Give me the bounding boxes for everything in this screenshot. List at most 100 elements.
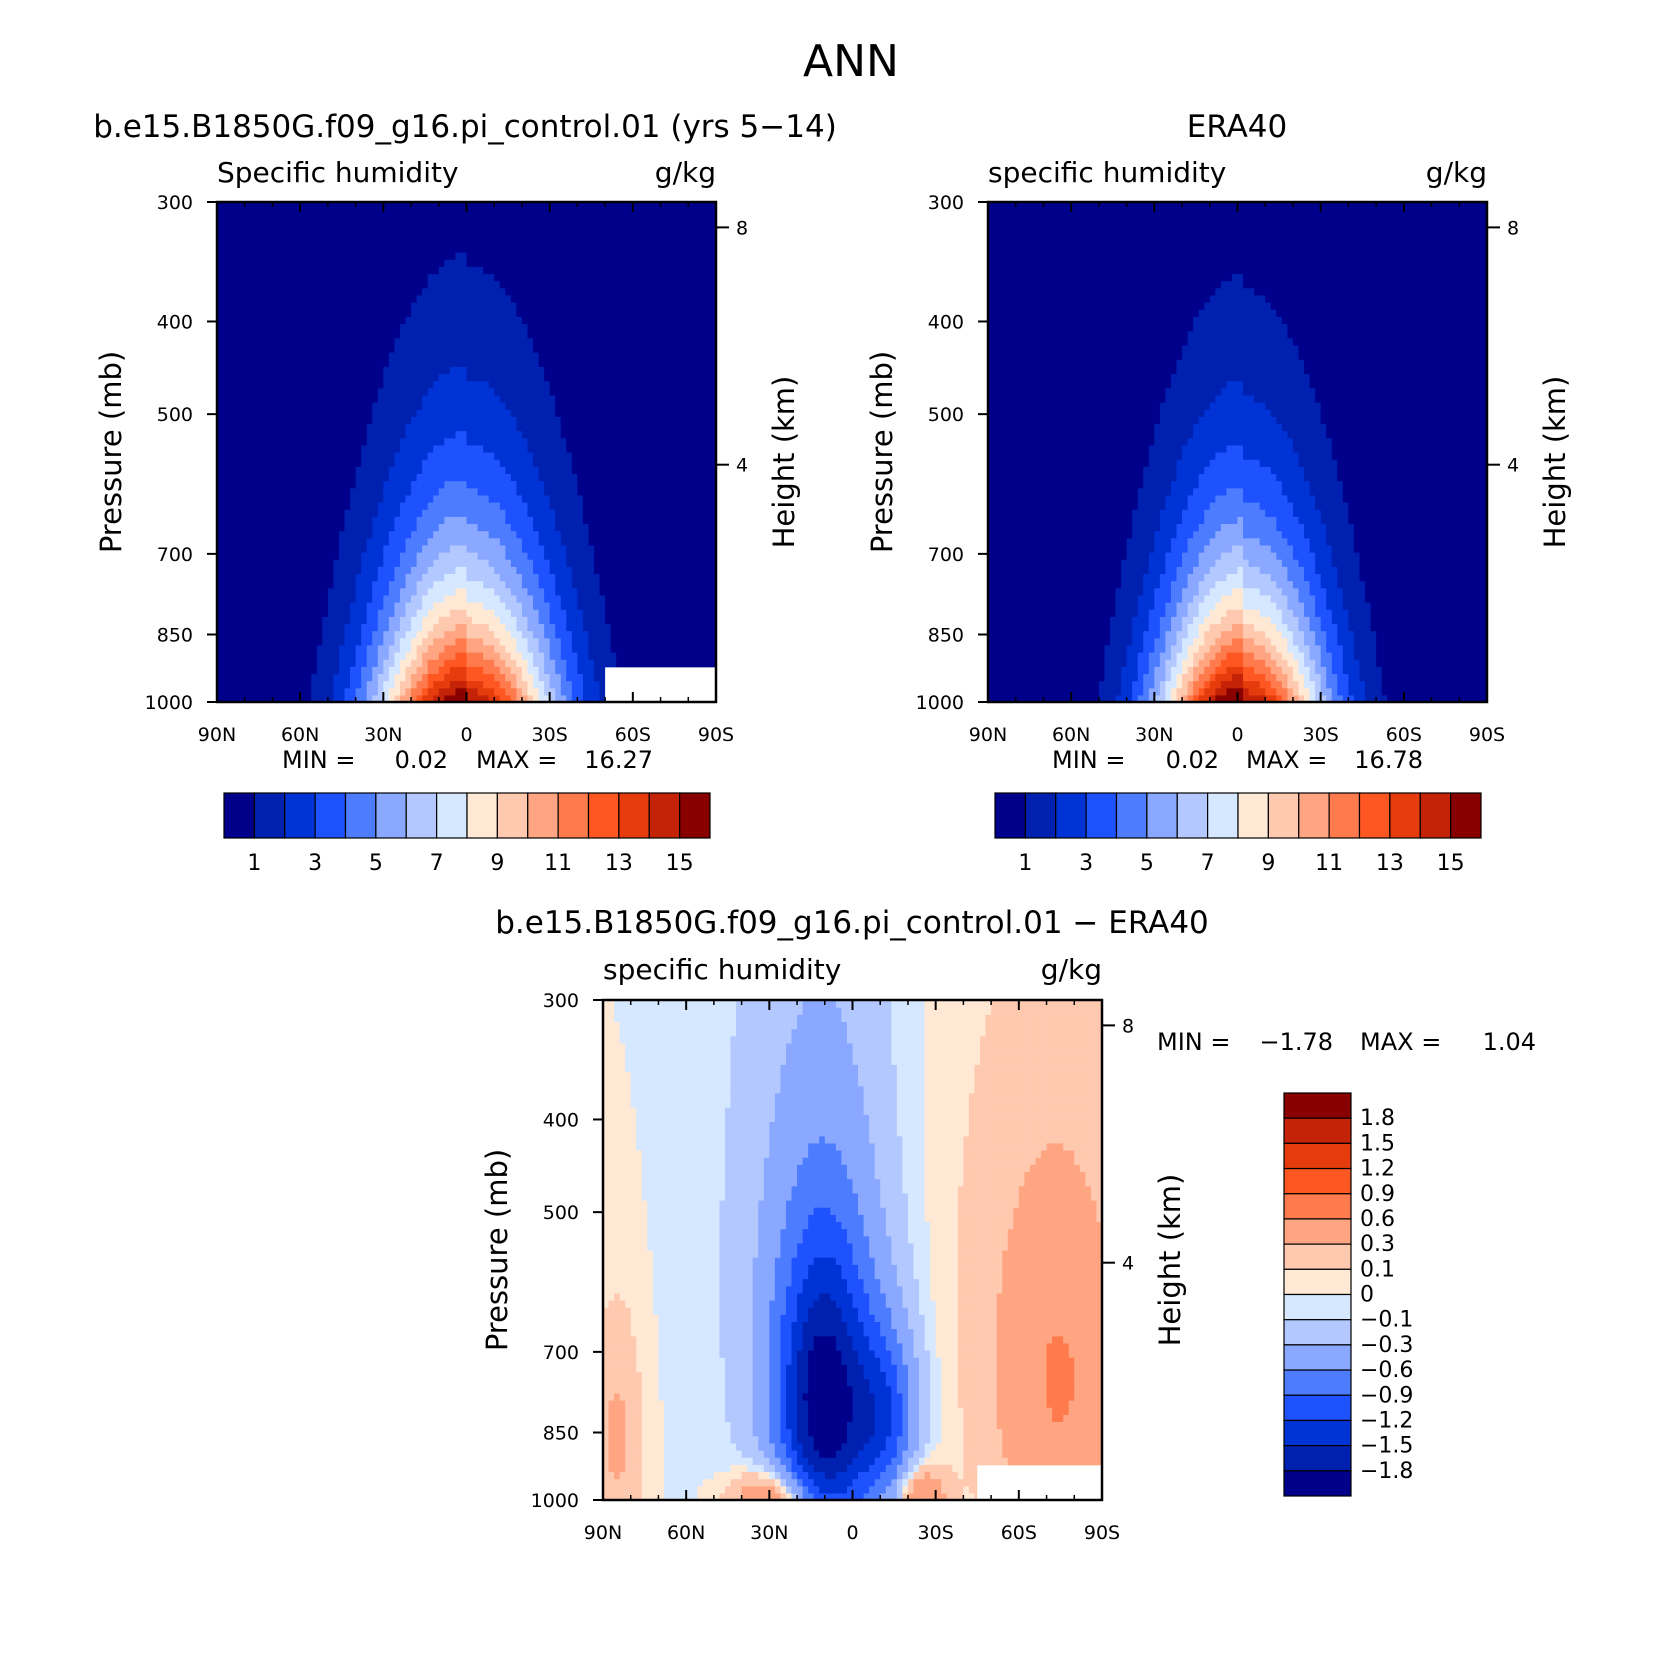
contour-cell: [267, 502, 273, 510]
contour-cell: [705, 323, 711, 331]
contour-cell: [655, 395, 661, 403]
contour-cell: [494, 609, 500, 617]
contour-cell: [494, 445, 500, 453]
contour-cell: [505, 681, 511, 689]
contour-cell: [284, 623, 290, 631]
contour-cell: [561, 459, 567, 467]
contour-cell: [622, 473, 628, 481]
contour-cell: [600, 445, 606, 453]
contour-cell: [483, 338, 489, 346]
contour-cell: [489, 495, 495, 503]
contour-cell: [627, 445, 633, 453]
contour-cell: [550, 652, 556, 660]
contour-cell: [622, 438, 628, 446]
contour-cell: [400, 452, 406, 460]
contour-cell: [261, 488, 267, 496]
contour-cell: [306, 423, 312, 431]
contour-cell: [472, 366, 478, 374]
contour-cell: [223, 659, 229, 667]
contour-cell: [655, 616, 661, 624]
contour-cell: [311, 481, 317, 489]
contour-cell: [245, 488, 251, 496]
contour-cell: [295, 352, 301, 360]
contour-cell: [383, 409, 389, 417]
contour-cell: [655, 538, 661, 546]
contour-cell: [649, 481, 655, 489]
contour-cell: [638, 466, 644, 474]
contour-cell: [572, 409, 578, 417]
contour-cell: [356, 309, 362, 317]
contour-cell: [361, 459, 367, 467]
contour-cell: [422, 395, 428, 403]
contour-cell: [278, 416, 284, 424]
contour-cell: [272, 673, 278, 681]
contour-cell: [339, 438, 345, 446]
contour-cell: [467, 459, 473, 467]
contour-cell: [627, 616, 633, 624]
contour-cell: [611, 538, 617, 546]
contour-cell: [494, 345, 500, 353]
contour-cell: [600, 666, 606, 674]
contour-cell: [516, 566, 522, 574]
contour-cell: [550, 402, 556, 410]
contour-cell: [699, 402, 705, 410]
contour-cell: [622, 452, 628, 460]
contour-cell: [616, 616, 622, 624]
contour-cell: [533, 438, 539, 446]
contour-cell: [555, 388, 561, 396]
contour-cell: [550, 331, 556, 339]
contour-cell: [300, 466, 306, 474]
contour-cell: [527, 495, 533, 503]
contour-cell: [345, 359, 351, 367]
contour-cell: [345, 473, 351, 481]
contour-cell: [633, 431, 639, 439]
contour-cell: [566, 659, 572, 667]
contour-cell: [505, 616, 511, 624]
contour-cell: [677, 416, 683, 424]
contour-cell: [239, 581, 245, 589]
contour-cell: [522, 452, 528, 460]
contour-cell: [333, 331, 339, 339]
contour-cell: [500, 431, 506, 439]
contour-cell: [444, 302, 450, 310]
contour-cell: [250, 673, 256, 681]
contour-cell: [439, 473, 445, 481]
contour-cell: [577, 616, 583, 624]
contour-cell: [411, 331, 417, 339]
contour-cell: [328, 395, 334, 403]
contour-cell: [417, 331, 423, 339]
contour-cell: [223, 366, 229, 374]
contour-cell: [594, 516, 600, 524]
contour-cell: [317, 481, 323, 489]
contour-cell: [605, 595, 611, 603]
contour-cell: [223, 302, 229, 310]
contour-cell: [417, 509, 423, 517]
contour-cell: [561, 366, 567, 374]
contour-cell: [522, 609, 528, 617]
contour-cell: [272, 352, 278, 360]
contour-cell: [444, 388, 450, 396]
contour-cell: [677, 331, 683, 339]
contour-cell: [450, 502, 456, 510]
contour-cell: [228, 473, 234, 481]
contour-cell: [311, 495, 317, 503]
contour-cell: [234, 345, 240, 353]
contour-cell: [422, 559, 428, 567]
contour-cell: [422, 659, 428, 667]
contour-cell: [683, 323, 689, 331]
contour-cell: [311, 338, 317, 346]
contour-cell: [250, 316, 256, 324]
contour-cell: [333, 659, 339, 667]
contour-cell: [400, 538, 406, 546]
contour-cell: [289, 581, 295, 589]
contour-cell: [544, 352, 550, 360]
contour-cell: [350, 609, 356, 617]
contour-cell: [494, 638, 500, 646]
contour-cell: [422, 381, 428, 389]
contour-cell: [450, 466, 456, 474]
contour-cell: [594, 681, 600, 689]
contour-cell: [516, 659, 522, 667]
contour-cell: [683, 402, 689, 410]
contour-cell: [383, 473, 389, 481]
contour-cell: [577, 459, 583, 467]
